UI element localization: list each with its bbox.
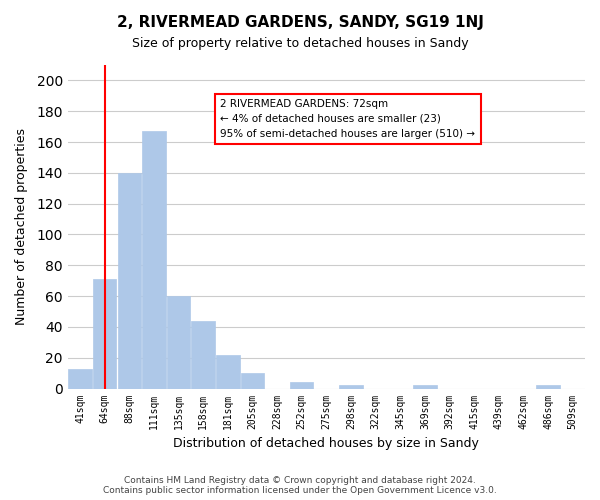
X-axis label: Distribution of detached houses by size in Sandy: Distribution of detached houses by size … bbox=[173, 437, 479, 450]
Bar bbox=[191, 321, 215, 388]
Bar bbox=[93, 279, 116, 388]
Text: Contains HM Land Registry data © Crown copyright and database right 2024.
Contai: Contains HM Land Registry data © Crown c… bbox=[103, 476, 497, 495]
Bar bbox=[216, 354, 239, 388]
Bar bbox=[167, 296, 190, 388]
Y-axis label: Number of detached properties: Number of detached properties bbox=[15, 128, 28, 326]
Bar bbox=[142, 132, 166, 388]
Bar bbox=[118, 173, 141, 388]
Bar bbox=[290, 382, 313, 388]
Bar bbox=[339, 386, 362, 388]
Text: 2, RIVERMEAD GARDENS, SANDY, SG19 1NJ: 2, RIVERMEAD GARDENS, SANDY, SG19 1NJ bbox=[116, 15, 484, 30]
Bar bbox=[413, 386, 437, 388]
Bar bbox=[241, 373, 264, 388]
Bar bbox=[68, 368, 92, 388]
Text: 2 RIVERMEAD GARDENS: 72sqm
← 4% of detached houses are smaller (23)
95% of semi-: 2 RIVERMEAD GARDENS: 72sqm ← 4% of detac… bbox=[220, 99, 475, 138]
Bar bbox=[536, 386, 560, 388]
Text: Size of property relative to detached houses in Sandy: Size of property relative to detached ho… bbox=[131, 38, 469, 51]
